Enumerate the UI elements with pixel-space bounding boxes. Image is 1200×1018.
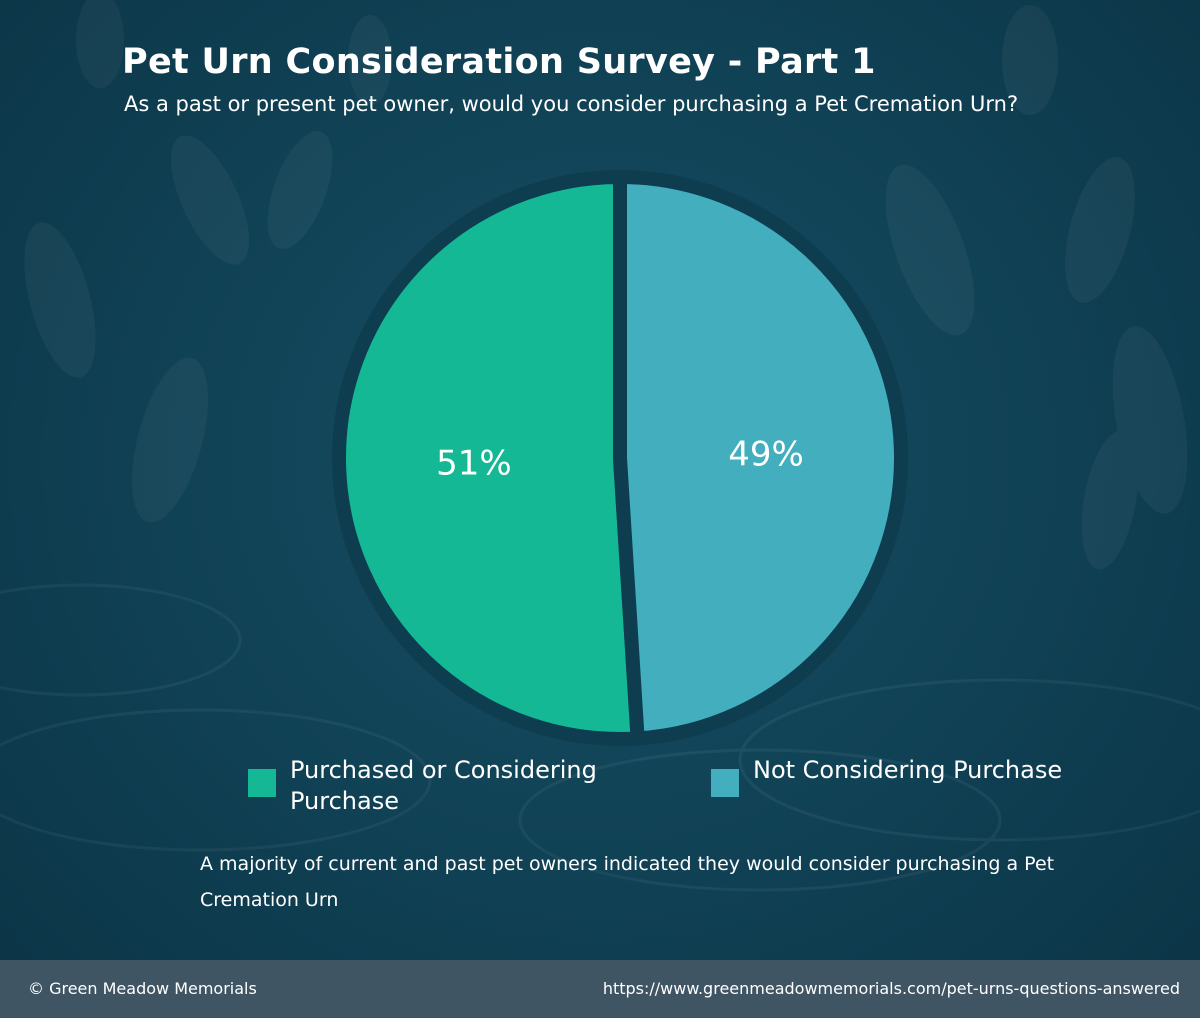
pie-chart: 51% 49%	[331, 169, 908, 746]
chart-title: Pet Urn Consideration Survey - Part 1	[122, 42, 876, 82]
legend-label-purchased: Purchased or Considering Purchase	[290, 756, 597, 815]
background-candles-decoration	[0, 0, 1200, 892]
chart-note: A majority of current and past pet owner…	[200, 853, 1055, 911]
pie-slice-not-considering	[613, 169, 908, 746]
pie-label-not-considering: 49%	[728, 434, 804, 474]
legend-item-not-considering: Not Considering Purchase	[711, 755, 1073, 797]
pie-label-purchased: 51%	[436, 444, 512, 484]
legend-swatch-purchased	[248, 769, 276, 797]
footer-bar: © Green Meadow Memorials https://www.gre…	[0, 960, 1200, 1018]
pie-slice-purchased	[331, 169, 646, 746]
legend-label-not-considering: Not Considering Purchase	[753, 756, 1063, 784]
footer-url-link[interactable]: https://www.greenmeadowmemorials.com/pet…	[602, 979, 1180, 998]
legend-swatch-not-considering	[711, 769, 739, 797]
legend-item-purchased: Purchased or Considering Purchase	[248, 755, 610, 817]
footer-copyright: © Green Meadow Memorials	[28, 979, 257, 998]
chart-subtitle: As a past or present pet owner, would yo…	[124, 92, 1019, 116]
